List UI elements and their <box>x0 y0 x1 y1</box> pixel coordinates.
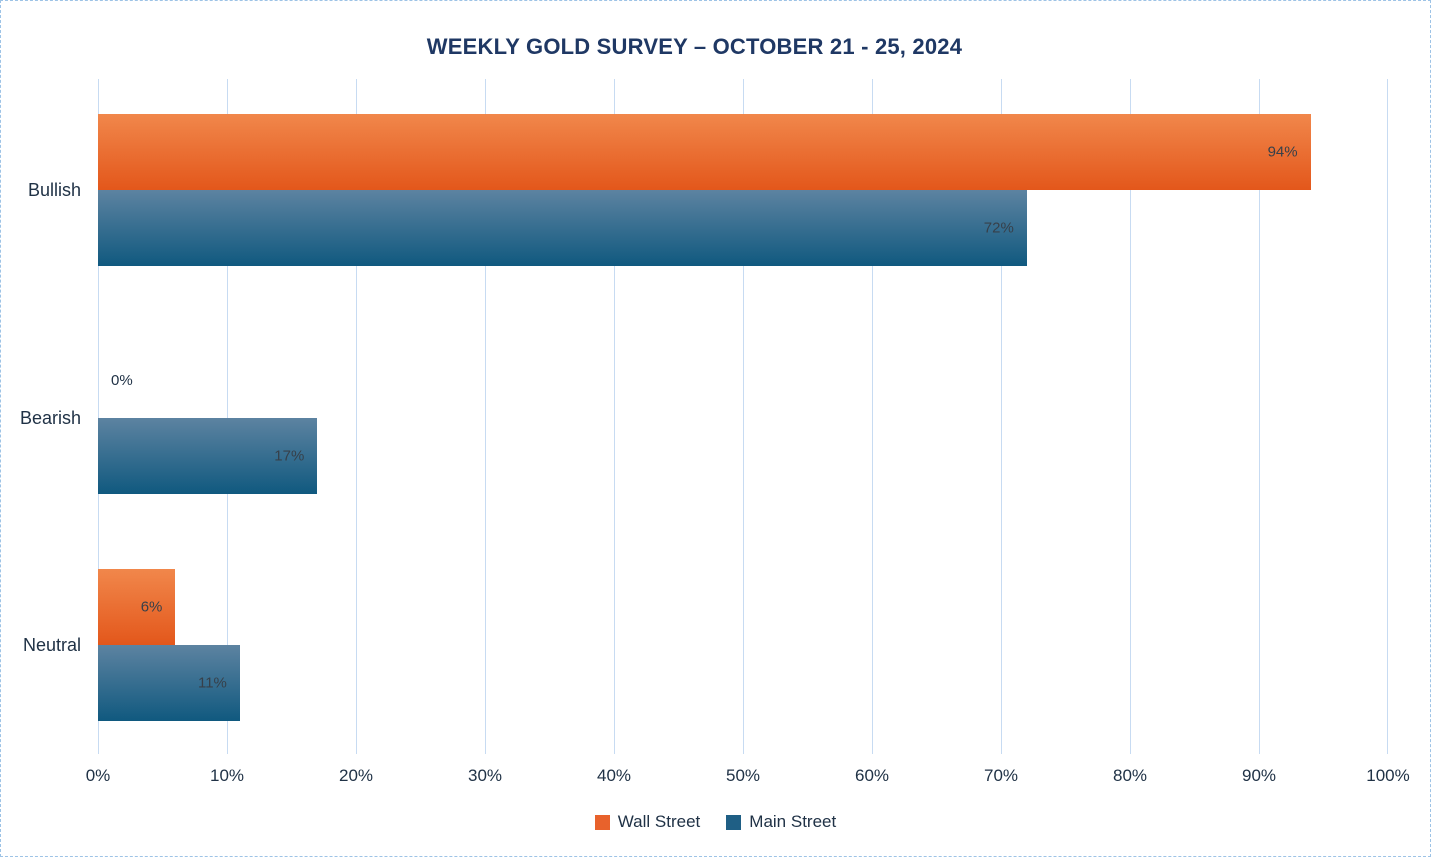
data-label-main-street-neutral: 11% <box>197 674 227 692</box>
x-axis-tick-label: 40% <box>596 766 632 785</box>
gridline <box>485 79 486 754</box>
gridline <box>98 79 99 754</box>
bar-main-street-neutral: 11% <box>98 645 240 721</box>
data-label-main-street-bullish: 72% <box>983 219 1014 237</box>
legend-swatch-icon <box>726 814 742 830</box>
legend-swatch-icon <box>594 814 610 830</box>
bar-main-street-bullish: 72% <box>98 190 1027 266</box>
gridline <box>743 79 744 754</box>
plot-area: 94% 0% 6% 72% 17% 11% <box>98 79 1388 754</box>
gridline <box>356 79 357 754</box>
x-axis-tick-label: 80% <box>1112 766 1148 785</box>
bar-main-street-bearish: 17% <box>98 418 318 494</box>
gridline <box>227 79 228 754</box>
x-axis: 0% 10% 20% 30% 40% 50% 60% 70% 80% 90% 100% <box>86 766 1410 792</box>
category-label-bullish: Bullish <box>27 180 81 200</box>
x-axis-tick-label: 30% <box>467 766 503 785</box>
data-label-wall-street-neutral: 6% <box>140 598 163 616</box>
legend-item-wall-street: Wall Street <box>594 812 701 832</box>
data-label-wall-street-bearish: 0% <box>111 371 133 389</box>
data-label-wall-street-bullish: 94% <box>1267 143 1298 161</box>
x-axis-tick-label: 50% <box>725 766 761 785</box>
x-axis-tick-label: 0% <box>85 766 111 785</box>
gridline <box>1130 79 1131 754</box>
data-label-main-street-bearish: 17% <box>274 447 305 465</box>
x-axis-tick-label: 90% <box>1241 766 1277 785</box>
x-axis-tick-label: 100% <box>1366 766 1410 785</box>
gridline <box>1001 79 1002 754</box>
legend-label: Main Street <box>749 812 837 831</box>
bar-wall-street-bullish: 94% <box>98 114 1311 190</box>
legend-item-main-street: Main Street <box>726 812 836 832</box>
x-axis-tick-label: 20% <box>338 766 374 785</box>
x-axis-tick-label: 10% <box>209 766 245 785</box>
chart-title: WEEKLY GOLD SURVEY – OCTOBER 21 - 25, 20… <box>426 34 963 59</box>
gridline <box>614 79 615 754</box>
x-axis-tick-label: 60% <box>854 766 890 785</box>
legend-label: Wall Street <box>617 812 701 831</box>
bar-wall-street-neutral: 6% <box>98 569 176 645</box>
gridline <box>1259 79 1260 754</box>
category-label-neutral: Neutral <box>22 635 81 655</box>
gridline <box>1387 79 1388 754</box>
category-label-bearish: Bearish <box>19 408 81 428</box>
x-axis-tick-label: 70% <box>983 766 1019 785</box>
category-axis: Bullish Bearish Neutral <box>1 79 81 754</box>
legend: Wall Street Main Street <box>1 812 1430 832</box>
gridline <box>872 79 873 754</box>
